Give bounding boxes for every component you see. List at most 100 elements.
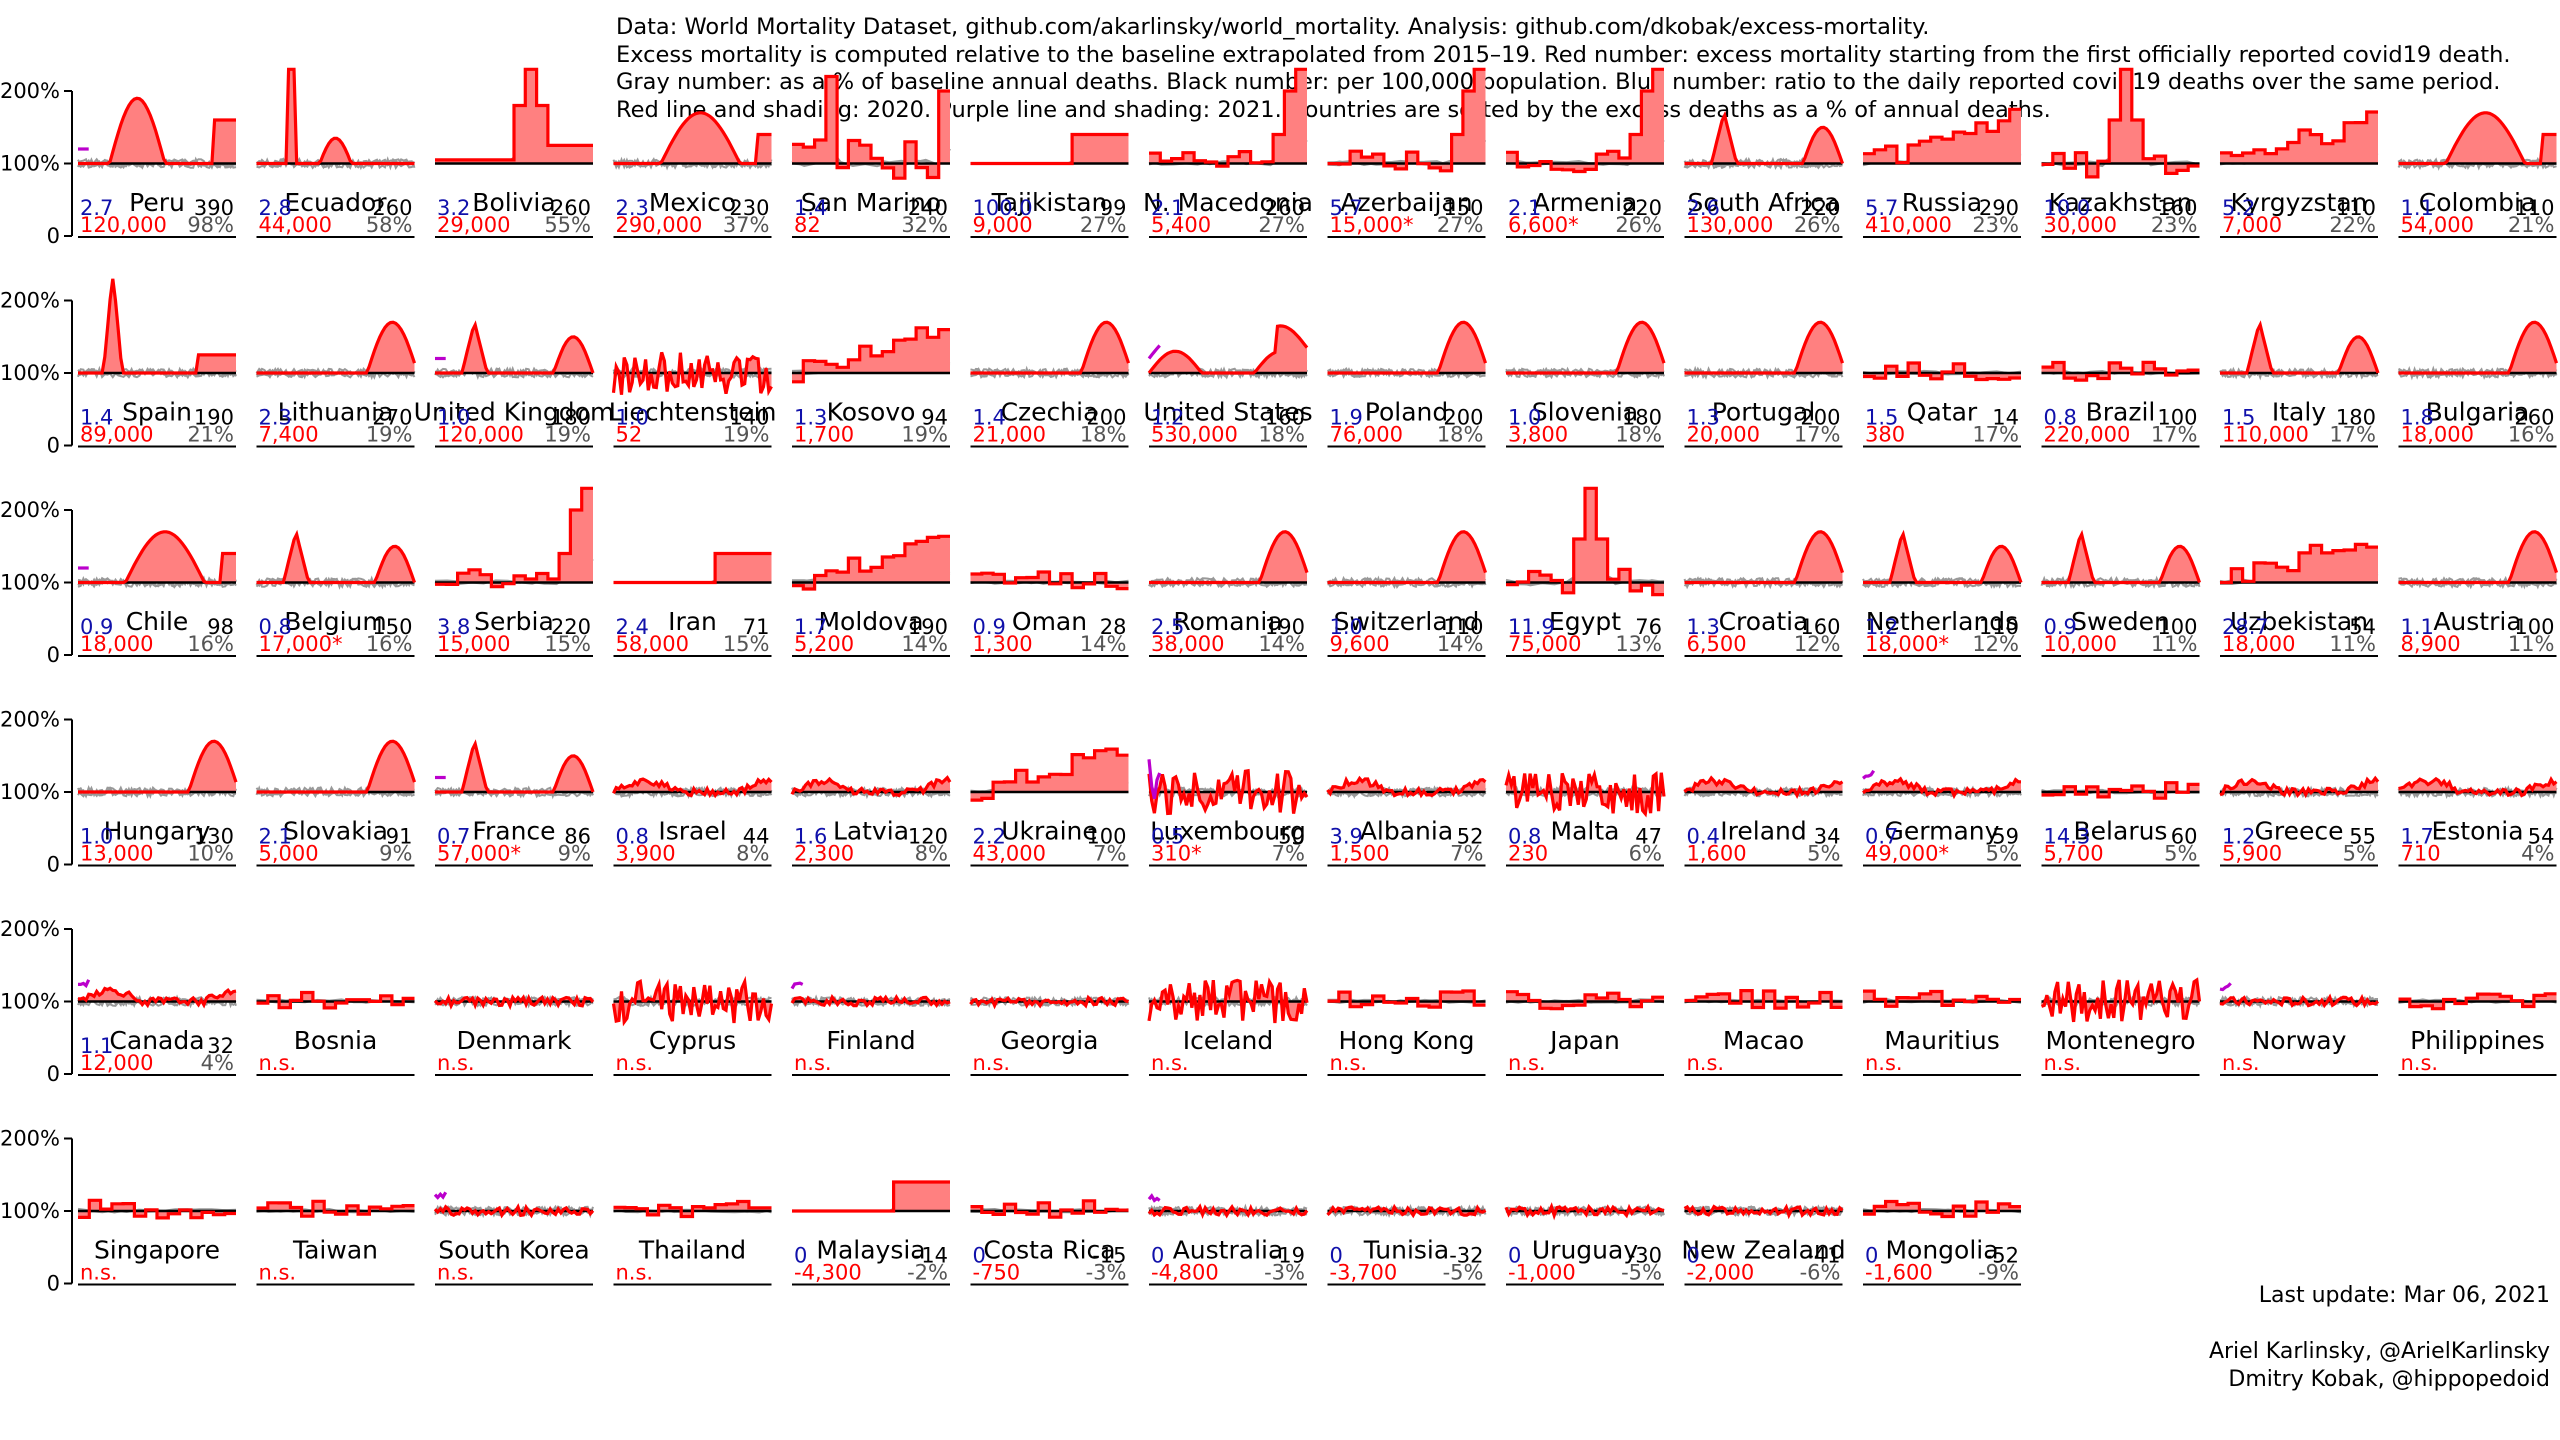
blue-number: 1.7: [794, 615, 827, 639]
black-number: 110: [1979, 615, 2019, 639]
red-number: n.s.: [2222, 1051, 2260, 1075]
excess-shading: [435, 324, 593, 373]
blue-number: 3.2: [437, 196, 470, 220]
excess-2020-line: [792, 534, 950, 591]
blue-number: 0.8: [2044, 406, 2077, 430]
excess-2020-line: [2220, 110, 2378, 158]
red-number: 530,000: [1151, 423, 1238, 447]
blue-number: 2.3: [259, 406, 292, 430]
panel-title: Belarus: [2074, 817, 2168, 846]
y-tick-label: 200%: [0, 498, 60, 522]
red-number: -750: [973, 1261, 1021, 1285]
excess-shading: [1149, 531, 1307, 583]
excess-2020-line: [1506, 486, 1664, 597]
gray-number: 19%: [366, 423, 413, 447]
blue-number: 1.0: [1508, 406, 1541, 430]
black-number: -30: [1628, 1244, 1662, 1268]
excess-2020-line: [1683, 1203, 1844, 1220]
black-number: 100: [1086, 825, 1126, 849]
red-number: 120,000: [437, 423, 524, 447]
country-panel: Peru 2.7 390 120,000 98% 0 100% 200%: [0, 79, 237, 248]
red-number: 18,000: [2222, 632, 2295, 656]
excess-2020-line: [435, 739, 595, 794]
blue-number: 5.7: [1865, 196, 1898, 220]
excess-2020-line: [792, 1180, 950, 1213]
panel-title: Thailand: [638, 1236, 746, 1265]
country-panel: Mongolia 0 -52 -1,600 -9%: [1862, 1199, 2022, 1286]
red-number: 410,000: [1865, 213, 1952, 237]
red-number: 10,000: [2044, 632, 2117, 656]
panel-title: Peru: [129, 188, 185, 217]
excess-shading: [256, 322, 415, 373]
panel-title: Iceland: [1183, 1026, 1273, 1055]
red-number: -3,700: [1330, 1261, 1398, 1285]
panel-title: Slovakia: [283, 817, 388, 846]
gray-number: 98%: [187, 213, 234, 237]
excess-2020-line: [2041, 360, 2200, 382]
country-panel: Malta 0.8 47 230 6%: [1504, 768, 1666, 867]
excess-2020-line: [1863, 107, 2021, 165]
panel-title: United Kingdom: [414, 398, 615, 427]
excess-2020-line: [2220, 320, 2380, 375]
excess-2020-line: [790, 775, 952, 798]
red-number: 5,000: [259, 842, 319, 866]
panel-title: Bulgaria: [2426, 398, 2530, 427]
gray-number: -9%: [1978, 1261, 2019, 1285]
blue-number: 0.7: [1865, 825, 1898, 849]
excess-2020-line: [78, 1198, 236, 1220]
black-number: 200: [1800, 406, 1840, 430]
country-panel: Malaysia 0 -14 -4,300 -2%: [792, 1180, 950, 1286]
gray-number: 19%: [544, 423, 591, 447]
excess-2020-line: [256, 320, 417, 375]
gray-number: 10%: [187, 842, 234, 866]
gray-number: 14%: [1080, 632, 1127, 656]
red-number: 8,900: [2401, 632, 2461, 656]
excess-2020-line: [433, 993, 595, 1011]
excess-2020-line: [1149, 530, 1309, 585]
excess-2021-line: [2219, 982, 2232, 992]
country-panel: Australia 0 -19 -4,800 -3%: [1147, 1193, 1309, 1286]
red-number: 1,500: [1330, 842, 1390, 866]
panel-title: Tajikistan: [991, 188, 1108, 217]
red-number: 17,000*: [259, 632, 343, 656]
excess-2020-line: [2220, 542, 2378, 585]
gray-number: 37%: [723, 213, 770, 237]
red-number: 1,700: [794, 423, 854, 447]
y-tick-label: 0: [47, 853, 60, 877]
black-number: -41: [1806, 1244, 1840, 1268]
black-number: 200: [1086, 406, 1126, 430]
excess-2020-line: [78, 739, 238, 794]
excess-2020-line: [790, 993, 951, 1008]
excess-2020-line: [1684, 110, 1845, 166]
excess-2021-line: [1147, 1193, 1161, 1203]
excess-2020-line: [78, 96, 236, 166]
gray-number: 19%: [723, 423, 770, 447]
excess-2020-line: [611, 351, 773, 397]
black-number: 60: [2171, 825, 2198, 849]
panel-title: Romania: [1173, 607, 1282, 636]
excess-2020-line: [970, 132, 1129, 166]
country-panel: Chile 0.9 98 18,000 16% 0 100% 200%: [0, 498, 237, 667]
panel-title: South Africa: [1688, 188, 1840, 217]
blue-number: 1.3: [1687, 406, 1720, 430]
red-number: -4,300: [794, 1261, 862, 1285]
blue-number: 1.0: [1330, 615, 1363, 639]
blue-number: 1.3: [1687, 615, 1720, 639]
excess-2020-line: [78, 278, 236, 375]
red-number: 6,600*: [1508, 213, 1579, 237]
red-number: 380: [1865, 423, 1905, 447]
panel-title: Iran: [668, 607, 717, 636]
gray-number: 21%: [2508, 213, 2555, 237]
red-number: -1,600: [1865, 1261, 1933, 1285]
black-number: 99: [1100, 196, 1127, 220]
header-line: Data: World Mortality Dataset, github.co…: [616, 14, 1930, 40]
